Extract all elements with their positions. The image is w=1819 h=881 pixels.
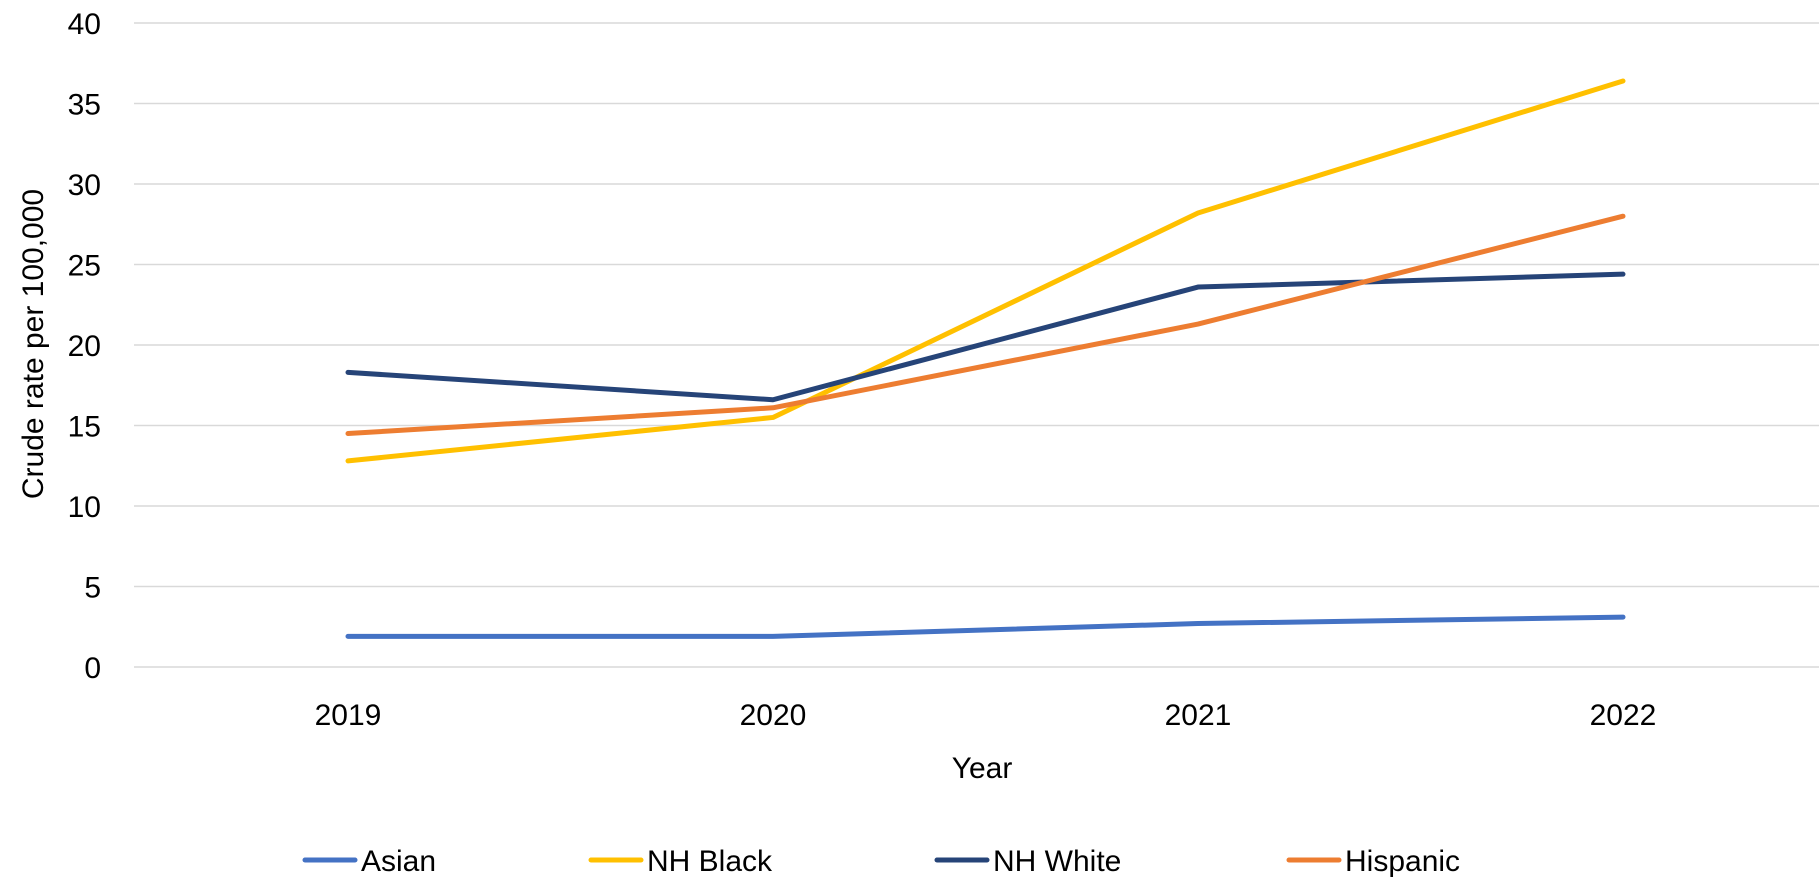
y-tick-label: 10 [68,491,101,524]
y-tick-label: 40 [68,8,101,41]
y-tick-labels: 0 5 10 15 20 25 30 35 40 [68,8,101,685]
x-tick-label: 2021 [1165,699,1232,732]
series-line-nh-black [345,78,1626,464]
y-tick-label: 5 [84,572,101,605]
series-line-nh-white [345,271,1626,403]
x-tick-labels: 2019 2020 2021 2022 [315,699,1657,732]
y-tick-label: 35 [68,89,101,122]
legend-label: Hispanic [1345,845,1460,878]
y-tick-label: 25 [68,250,101,283]
y-tick-label: 20 [68,330,101,363]
series-lines [345,78,1626,639]
legend: Asian NH Black NH White Hispanic [302,845,1460,878]
x-tick-label: 2019 [315,699,382,732]
y-axis-title: Crude rate per 100,000 [17,189,50,499]
series-line-hispanic [345,213,1626,437]
y-tick-label: 15 [68,411,101,444]
y-tick-label: 0 [84,652,101,685]
legend-label: Asian [361,845,436,878]
x-tick-label: 2022 [1590,699,1657,732]
series-line-asian [345,614,1626,639]
y-tick-label: 30 [68,169,101,202]
legend-label: NH White [993,845,1121,878]
x-axis-title: Year [952,752,1013,785]
x-tick-label: 2020 [740,699,807,732]
legend-label: NH Black [647,845,773,878]
